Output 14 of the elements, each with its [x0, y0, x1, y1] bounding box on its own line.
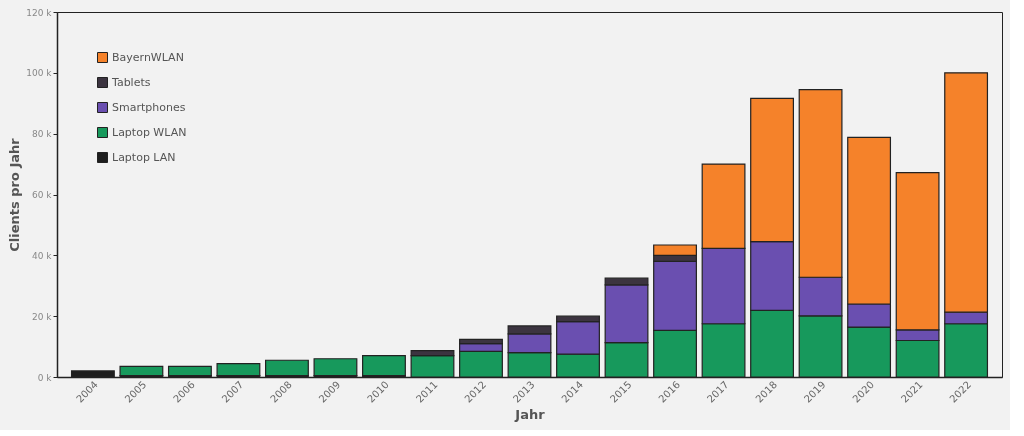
- x-axis-title: Jahr: [514, 406, 546, 422]
- legend-label: Laptop LAN: [112, 150, 176, 164]
- legend-label: Laptop WLAN: [112, 125, 187, 139]
- y-tick-label: 100 k: [26, 68, 53, 79]
- y-tick-label: 40 k: [31, 250, 53, 261]
- y-tick-label: 80 k: [31, 129, 53, 140]
- y-tick-label: 120 k: [26, 7, 53, 18]
- legend-label: Smartphones: [112, 100, 186, 114]
- legend-label: BayernWLAN: [112, 50, 184, 64]
- y-tick-label: 20 k: [31, 311, 53, 322]
- legend-label: Tablets: [111, 75, 151, 89]
- y-axis-title: Clients pro Jahr: [7, 137, 23, 252]
- y-tick-label: 0 k: [37, 372, 53, 383]
- y-tick-label: 60 k: [31, 190, 53, 200]
